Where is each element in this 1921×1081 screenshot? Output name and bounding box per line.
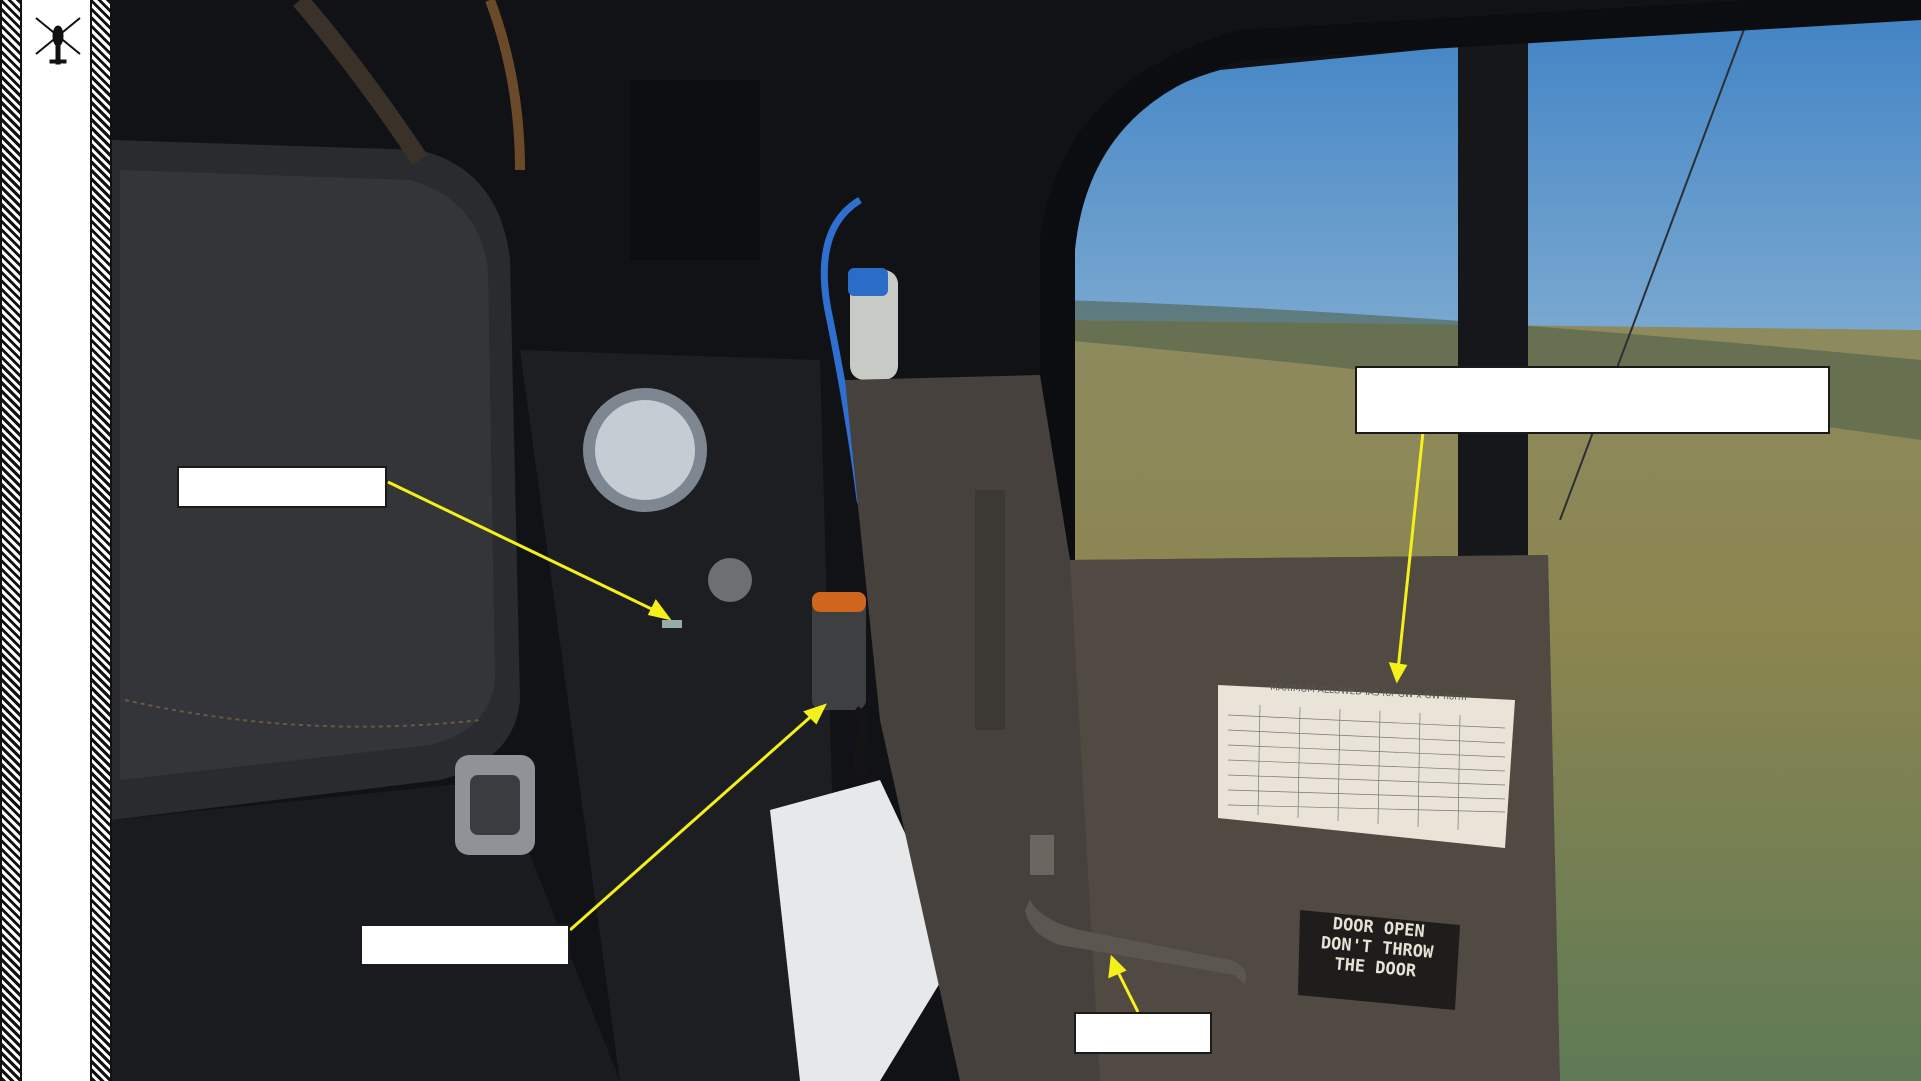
helicopter-silhouette-icon [35, 17, 81, 65]
oxygen-connector[interactable] [812, 600, 866, 710]
toggle-switch[interactable] [662, 620, 682, 628]
window-pillar [1458, 20, 1528, 560]
cockpit-scene [112, 0, 1921, 1081]
side-console [520, 350, 840, 1081]
airspeed-card [1218, 685, 1515, 848]
door-placard-bg [1298, 910, 1460, 1010]
hatch-right [90, 0, 112, 1081]
callout-oxygen-connector [360, 924, 570, 966]
callout-switch [177, 466, 387, 508]
window-ground [1062, 320, 1921, 1081]
sidebar-strip [0, 0, 112, 1081]
hatch-left [0, 0, 22, 1081]
door-handle[interactable] [1025, 900, 1246, 985]
arrow-switch [387, 480, 663, 616]
arrow-oxygen-connector [569, 710, 817, 932]
arrow-airspeed-card [1396, 431, 1425, 671]
callout-door-handle [1074, 1012, 1212, 1054]
oxygen-regulator [850, 270, 898, 380]
arrow-door-handle [1114, 967, 1140, 1013]
callout-airspeed-card [1355, 366, 1830, 434]
